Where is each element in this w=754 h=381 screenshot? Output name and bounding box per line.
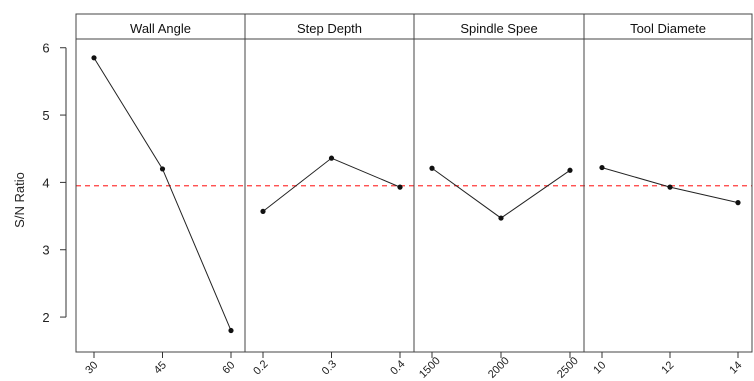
panel-title: Tool Diamete [630,21,706,36]
panel-title: Step Depth [297,21,362,36]
y-tick-label: 3 [42,243,49,258]
x-tick-label: 1500 [417,355,443,381]
panels: Wall Angle 30 45 60 Step Depth 0.2 0.3 0.4 Spind… [75,13,753,381]
data-point [260,208,266,214]
data-point [159,166,166,172]
panel-frame [75,13,246,353]
x-tick-label: 2500 [555,355,581,381]
data-point [91,55,97,61]
data-point [429,165,435,171]
y-tick-label: 6 [42,41,49,56]
data-point [328,155,335,161]
data-point [735,200,741,206]
data-point [599,164,605,171]
x-tick-label: 2000 [486,355,512,381]
y-tick-label: 4 [42,175,49,190]
panel-2: Step Depth 0.2 0.3 0.4 [244,13,415,378]
panel-4: Tool Diamete 10 12 14 [583,13,753,376]
x-tick-label: 10 [591,359,608,376]
panel-title: Spindle Spee [460,21,537,36]
y-tick-label: 5 [42,108,49,123]
data-point [667,184,673,190]
x-tick-label: 60 [220,359,237,376]
series-line [262,157,401,212]
panel-frame [413,13,585,353]
panel-title: Wall Angle [130,21,191,36]
panel-1: Wall Angle 30 45 60 [75,13,246,376]
x-tick-label: 0.2 [251,358,270,377]
x-tick-label: 30 [83,359,100,376]
data-point [567,167,573,173]
series-line [93,57,232,331]
data-point [397,184,403,190]
y-axis-title: S/N Ratio [12,172,27,228]
x-tick-label: 12 [659,359,676,376]
x-tick-label: 14 [727,359,744,376]
x-tick-label: 45 [152,359,169,376]
y-axis: 2 3 4 5 6 [42,41,67,325]
data-point [228,327,234,334]
x-tick-label: 0.3 [320,358,339,377]
panel-frame [583,13,753,353]
x-tick-label: 0.4 [388,358,407,377]
data-point [498,215,504,221]
panel-frame [244,13,415,353]
y-tick-label: 2 [42,310,49,325]
series-line [431,167,571,219]
panel-3: Spindle Spee 1500 2000 2500 [413,13,585,381]
